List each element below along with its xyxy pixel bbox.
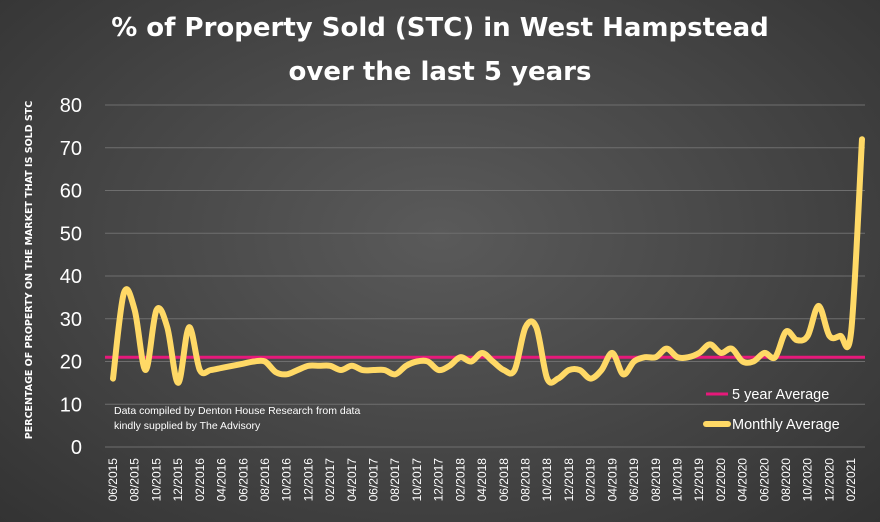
y-tick-label: 0 [71,437,82,459]
x-tick-label: 10/2016 [280,458,294,502]
x-tick-label: 06/2018 [497,458,511,502]
x-tick-label: 08/2019 [649,458,663,502]
x-tick-label: 04/2019 [605,458,619,502]
chart-title-line2: over the last 5 years [289,57,592,87]
x-tick-label: 02/2018 [453,458,467,502]
x-tick-label: 02/2019 [584,458,598,502]
y-tick-label: 40 [60,266,82,288]
y-tick-layer: 0 10 20 30 40 50 60 70 80 [60,95,82,459]
x-tick-layer: 06/2015 08/2015 10/2015 12/2015 02/2016 04/20… [106,458,858,502]
x-tick-label: 02/2020 [714,458,728,502]
x-tick-label: 08/2015 [128,458,142,502]
legend-label-5-year-average: 5 year Average [732,387,829,403]
x-tick-label: 12/2020 [822,458,836,502]
x-tick-label: 08/2018 [518,458,532,502]
x-tick-label: 02/2021 [844,458,858,502]
legend-label-monthly-average: Monthly Average [732,417,840,433]
x-tick-label: 06/2015 [106,458,120,502]
x-tick-label: 08/2017 [388,458,402,502]
y-tick-label: 30 [60,309,82,331]
x-tick-label: 06/2020 [757,458,771,502]
x-tick-label: 02/2016 [193,458,207,502]
x-tick-label: 04/2020 [736,458,750,502]
series-layer [105,136,865,386]
x-tick-label: 04/2018 [475,458,489,502]
y-tick-label: 10 [60,394,82,416]
x-tick-label: 10/2019 [670,458,684,502]
x-tick-label: 12/2016 [301,458,315,502]
x-tick-label: 04/2017 [345,458,359,502]
x-tick-label: 12/2018 [562,458,576,502]
x-tick-label: 02/2017 [323,458,337,502]
grid-layer [105,104,865,448]
y-tick-label: 20 [60,352,82,374]
chart-title-line1: % of Property Sold (STC) in West Hampste… [111,13,769,43]
x-tick-label: 12/2015 [171,458,185,502]
data-source-note-line1: Data compiled by Denton House Research f… [114,405,360,417]
x-tick-label: 12/2019 [692,458,706,502]
legend: 5 year Average Monthly Average [703,387,840,433]
x-tick-label: 10/2018 [540,458,554,502]
x-tick-label: 10/2015 [149,458,163,502]
x-tick-label: 06/2017 [367,458,381,502]
x-tick-label: 04/2016 [215,458,229,502]
data-source-note-line2: kindly supplied by The Advisory [114,420,261,432]
y-tick-label: 50 [60,223,82,245]
x-tick-label: 10/2017 [410,458,424,502]
x-tick-label: 06/2016 [236,458,250,502]
x-tick-label: 10/2020 [801,458,815,502]
y-tick-label: 70 [60,138,82,160]
x-tick-label: 08/2020 [779,458,793,502]
y-tick-label: 60 [60,181,82,203]
y-tick-label: 80 [60,95,82,117]
x-tick-label: 12/2017 [432,458,446,502]
x-tick-label: 08/2016 [258,458,272,502]
x-tick-label: 06/2019 [627,458,641,502]
series-line-monthly-average [110,136,865,386]
y-axis-label: PERCENTAGE OF PROPERTY ON THE MARKET THA… [24,101,35,439]
